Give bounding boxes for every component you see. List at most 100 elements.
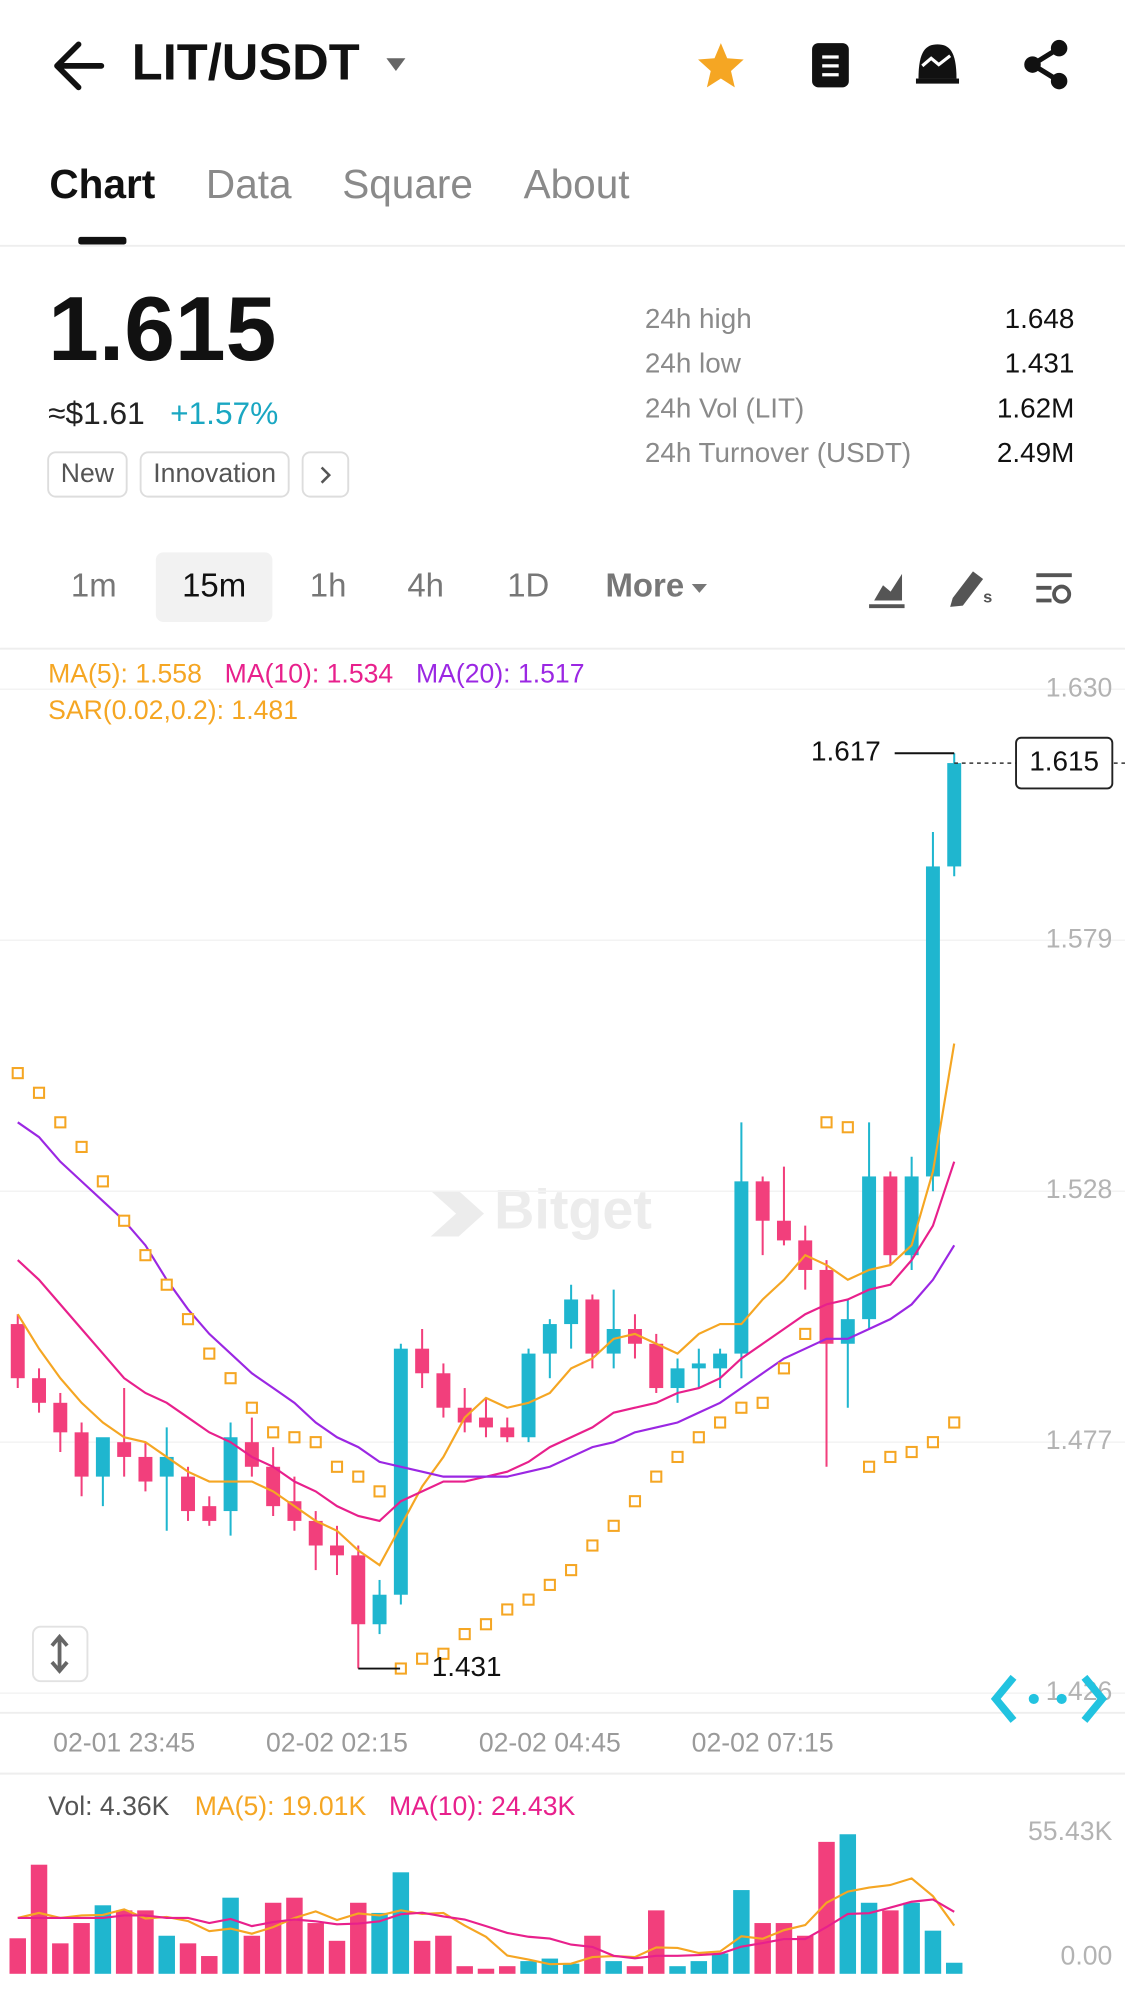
candle-body: [117, 1442, 132, 1457]
volume-bar: [456, 1966, 473, 1974]
favorite-icon[interactable]: [698, 43, 744, 88]
volume-bar: [179, 1943, 197, 1974]
volume-bar: [648, 1910, 665, 1974]
candle-body: [308, 1520, 323, 1546]
volume-bar: [477, 1968, 495, 1974]
indicator-settings-icon[interactable]: [1036, 573, 1072, 604]
stat-value: 2.49M: [997, 437, 1074, 468]
volume-bar: [328, 1940, 346, 1974]
volume-bar: [839, 1834, 857, 1974]
sar-dot: [373, 1485, 386, 1498]
tag-box[interactable]: [139, 451, 290, 498]
tab[interactable]: Data: [206, 161, 292, 207]
volume-bar: [392, 1872, 410, 1974]
legend-entry: Vol: 4.36K: [48, 1791, 170, 1821]
volume-bar: [945, 1962, 963, 1974]
legend-entry: MA(5): 19.01K: [195, 1791, 367, 1821]
sar-dot: [458, 1628, 471, 1641]
more-dropdown[interactable]: [691, 584, 707, 593]
scale-toggle-button[interactable]: [31, 1625, 89, 1683]
candle-body: [159, 1456, 174, 1477]
legend-entry: MA(10): 24.43K: [389, 1791, 576, 1821]
sar-dot: [11, 1067, 24, 1080]
interval[interactable]: 1D: [507, 567, 549, 604]
tab[interactable]: About: [524, 161, 630, 207]
candle-body: [436, 1373, 451, 1408]
sar-dot: [671, 1450, 684, 1464]
last-price-label: 1.615: [1029, 745, 1099, 776]
volume-bar: [690, 1961, 708, 1974]
y-tick-label: 1.477: [1046, 1425, 1113, 1455]
candle-body: [53, 1402, 68, 1433]
sar-dot: [905, 1445, 918, 1459]
legend-entry: MA(5): 1.558: [48, 658, 202, 688]
volume-bar: [350, 1902, 367, 1974]
drawing-icon[interactable]: s: [950, 571, 992, 607]
volume-bar: [307, 1923, 324, 1974]
notes-icon[interactable]: [812, 43, 849, 88]
alert-icon[interactable]: [915, 44, 960, 84]
tag[interactable]: New: [61, 458, 115, 488]
sar-dot: [863, 1460, 876, 1473]
candle-body: [585, 1299, 600, 1354]
ma-line: [16, 1043, 956, 1567]
chart-type-icon[interactable]: [869, 573, 905, 609]
last-price-box: [1015, 736, 1114, 790]
candle-body: [521, 1353, 536, 1438]
y-tick-label: 1.579: [1046, 923, 1113, 953]
tags-more-box[interactable]: [301, 451, 350, 498]
sar-dot: [777, 1362, 791, 1375]
volume-bar: [264, 1902, 282, 1974]
candle-body: [862, 1176, 877, 1320]
pair-dropdown[interactable]: [386, 58, 406, 71]
tab[interactable]: Square: [342, 161, 473, 207]
interval[interactable]: 1h: [310, 567, 347, 604]
sar-dot: [735, 1401, 748, 1414]
sar-dot: [479, 1618, 493, 1631]
candle-body: [74, 1432, 89, 1477]
volume-bar: [754, 1923, 771, 1974]
candle-body: [947, 763, 962, 867]
price-change: +1.57%: [170, 395, 278, 431]
stat-value: 1.648: [1005, 303, 1075, 334]
volume-bar: [669, 1966, 686, 1974]
volume-bar: [584, 1935, 601, 1974]
watermark-logo: [430, 1190, 484, 1237]
stat-value: 1.431: [1005, 348, 1075, 379]
sar-dot: [586, 1539, 599, 1552]
sar-dot: [565, 1564, 578, 1577]
tag[interactable]: Innovation: [153, 458, 276, 488]
tab[interactable]: Chart: [49, 161, 155, 207]
interval[interactable]: 4h: [407, 567, 444, 604]
candle-body: [883, 1176, 898, 1256]
sar-dot: [799, 1327, 812, 1340]
interval[interactable]: 1m: [71, 567, 117, 604]
candle-body: [479, 1417, 493, 1428]
sar-dot: [139, 1249, 152, 1262]
sar-dot: [352, 1470, 365, 1483]
back-button[interactable]: [54, 41, 105, 91]
volume-bar: [860, 1902, 878, 1974]
interval[interactable]: More: [606, 567, 685, 604]
legend-entry: MA(10): 1.534: [225, 658, 394, 688]
scroll-latest-button[interactable]: [990, 1674, 1108, 1723]
tab-underline: [78, 236, 127, 245]
stat-label: 24h Vol (LIT): [645, 392, 804, 423]
pair-title[interactable]: LIT/USDT: [132, 33, 360, 90]
candle-body: [266, 1466, 281, 1507]
share-icon[interactable]: [1024, 39, 1068, 90]
volume-bar: [158, 1935, 175, 1974]
sar-dot: [437, 1647, 450, 1660]
sar-dot: [309, 1436, 322, 1449]
candle-body: [776, 1220, 791, 1241]
interval[interactable]: 15m: [182, 567, 246, 604]
volume-bar: [9, 1938, 26, 1974]
sar-dot: [54, 1116, 67, 1129]
candle-body: [670, 1368, 685, 1389]
volume-bar: [775, 1923, 793, 1974]
tag-box[interactable]: [47, 451, 128, 498]
volume-bar: [115, 1910, 133, 1974]
sar-dot: [522, 1593, 535, 1606]
